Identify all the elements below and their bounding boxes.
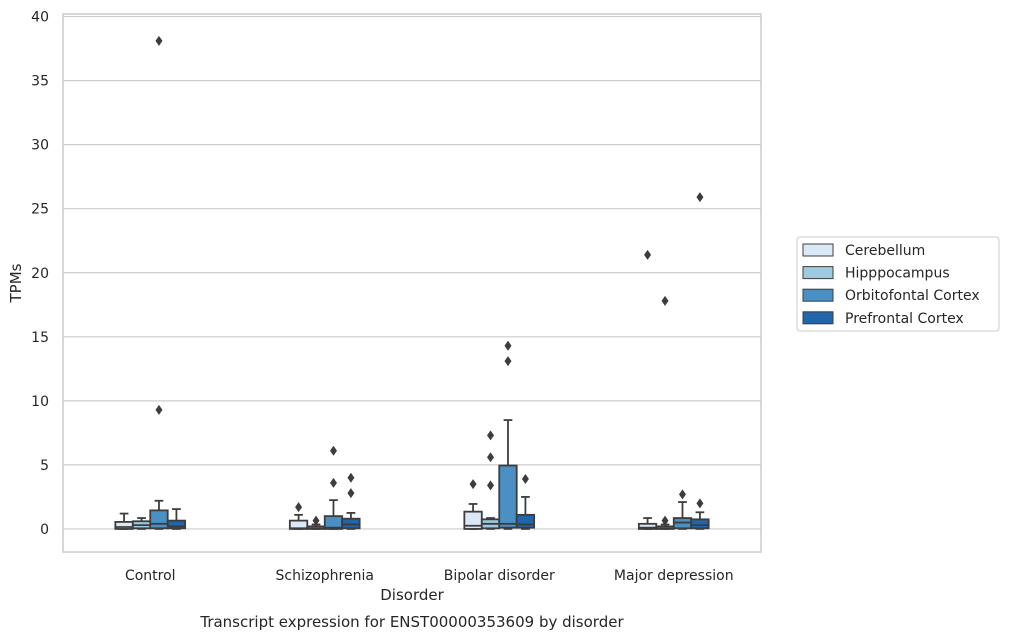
- outlier-point: [312, 515, 320, 526]
- legend-item: Cerebellum: [802, 243, 925, 259]
- y-tick-label: 0: [40, 522, 49, 538]
- y-tick-label: 20: [31, 266, 49, 282]
- outlier-point: [469, 479, 477, 490]
- x-tick-label: Control: [125, 568, 176, 584]
- plot-frame: [62, 13, 762, 553]
- x-tick-labels: Control Schizophrenia Bipolar disorder Majo…: [125, 568, 734, 584]
- outlier-point: [504, 340, 512, 351]
- legend-frame: [796, 236, 1000, 332]
- outlier-point: [521, 473, 529, 484]
- box-iqr: [690, 518, 710, 530]
- box-prefrontal-cortex: [515, 473, 536, 530]
- y-tick-label: 40: [31, 10, 49, 26]
- box-cerebellum: [288, 502, 309, 530]
- x-tick-label: Bipolar disorder: [444, 568, 555, 584]
- legend: Cerebellum Hipppocampus Orbitofontal Corte…: [796, 236, 1000, 332]
- outlier-point: [696, 498, 704, 509]
- legend-label: Hipppocampus: [845, 266, 950, 282]
- x-tick-label: Major depression: [614, 568, 734, 584]
- outlier-point: [696, 192, 704, 203]
- box-orbitofontal-cortex: [498, 340, 518, 530]
- outlier-point: [295, 502, 303, 513]
- legend-label: Cerebellum: [845, 243, 925, 259]
- y-tick-label: 15: [31, 330, 49, 346]
- box-iqr: [498, 464, 518, 529]
- box-orbitofontal-cortex: [323, 445, 344, 530]
- x-axis-label: Disorder: [380, 586, 444, 604]
- legend-label: Orbitofontal Cortex: [845, 288, 980, 304]
- outlier-point: [347, 488, 355, 499]
- outlier-point: [347, 472, 355, 483]
- legend-swatch: [802, 311, 834, 325]
- y-tick-label: 25: [31, 202, 49, 218]
- legend-swatch: [802, 288, 834, 302]
- box-groups: [114, 35, 710, 530]
- x-tick-label: Schizophrenia: [276, 568, 374, 584]
- box-hipppocampus: [480, 430, 501, 530]
- y-axis-label: TPMs: [7, 263, 25, 303]
- box-orbitofontal-cortex: [149, 35, 169, 530]
- y-tick-labels: 0 5 10 15 20 25 30 35 40: [31, 10, 49, 538]
- legend-item: Prefrontal Cortex: [802, 311, 964, 327]
- legend-item: Orbitofontal Cortex: [802, 288, 980, 304]
- outlier-point: [678, 489, 686, 500]
- gridlines: [63, 15, 761, 530]
- plot-area: [63, 14, 761, 552]
- y-tick-label: 10: [31, 394, 49, 410]
- box-prefrontal-cortex: [341, 472, 361, 530]
- y-tick-label: 30: [31, 138, 49, 154]
- legend-label: Prefrontal Cortex: [845, 311, 964, 327]
- box-prefrontal-cortex: [166, 508, 187, 530]
- box-hipppocampus: [306, 515, 326, 530]
- box-iqr: [515, 513, 536, 529]
- legend-swatch: [802, 243, 834, 257]
- box-cerebellum: [463, 479, 483, 530]
- outlier-point: [487, 480, 495, 491]
- outlier-point: [504, 356, 512, 367]
- box-iqr: [166, 519, 187, 530]
- box-iqr: [149, 509, 169, 530]
- y-tick-label: 35: [31, 74, 49, 90]
- y-tick-label: 5: [40, 458, 49, 474]
- legend-swatch: [802, 266, 834, 280]
- outlier-point: [644, 249, 652, 260]
- outlier-point: [329, 477, 337, 488]
- legend-item: Hipppocampus: [802, 266, 950, 282]
- outlier-point: [661, 515, 669, 526]
- outlier-point: [487, 430, 495, 441]
- outlier-point: [487, 452, 495, 463]
- box-iqr: [341, 517, 361, 530]
- outlier-point: [155, 35, 163, 46]
- outlier-point: [155, 404, 163, 415]
- figure-caption: Transcript expression for ENST0000035360…: [199, 613, 624, 631]
- box-hipppocampus: [655, 295, 675, 530]
- box-prefrontal-cortex: [690, 192, 710, 530]
- outlier-point: [329, 445, 337, 456]
- outlier-point: [661, 295, 669, 306]
- box-orbitofontal-cortex: [672, 489, 693, 530]
